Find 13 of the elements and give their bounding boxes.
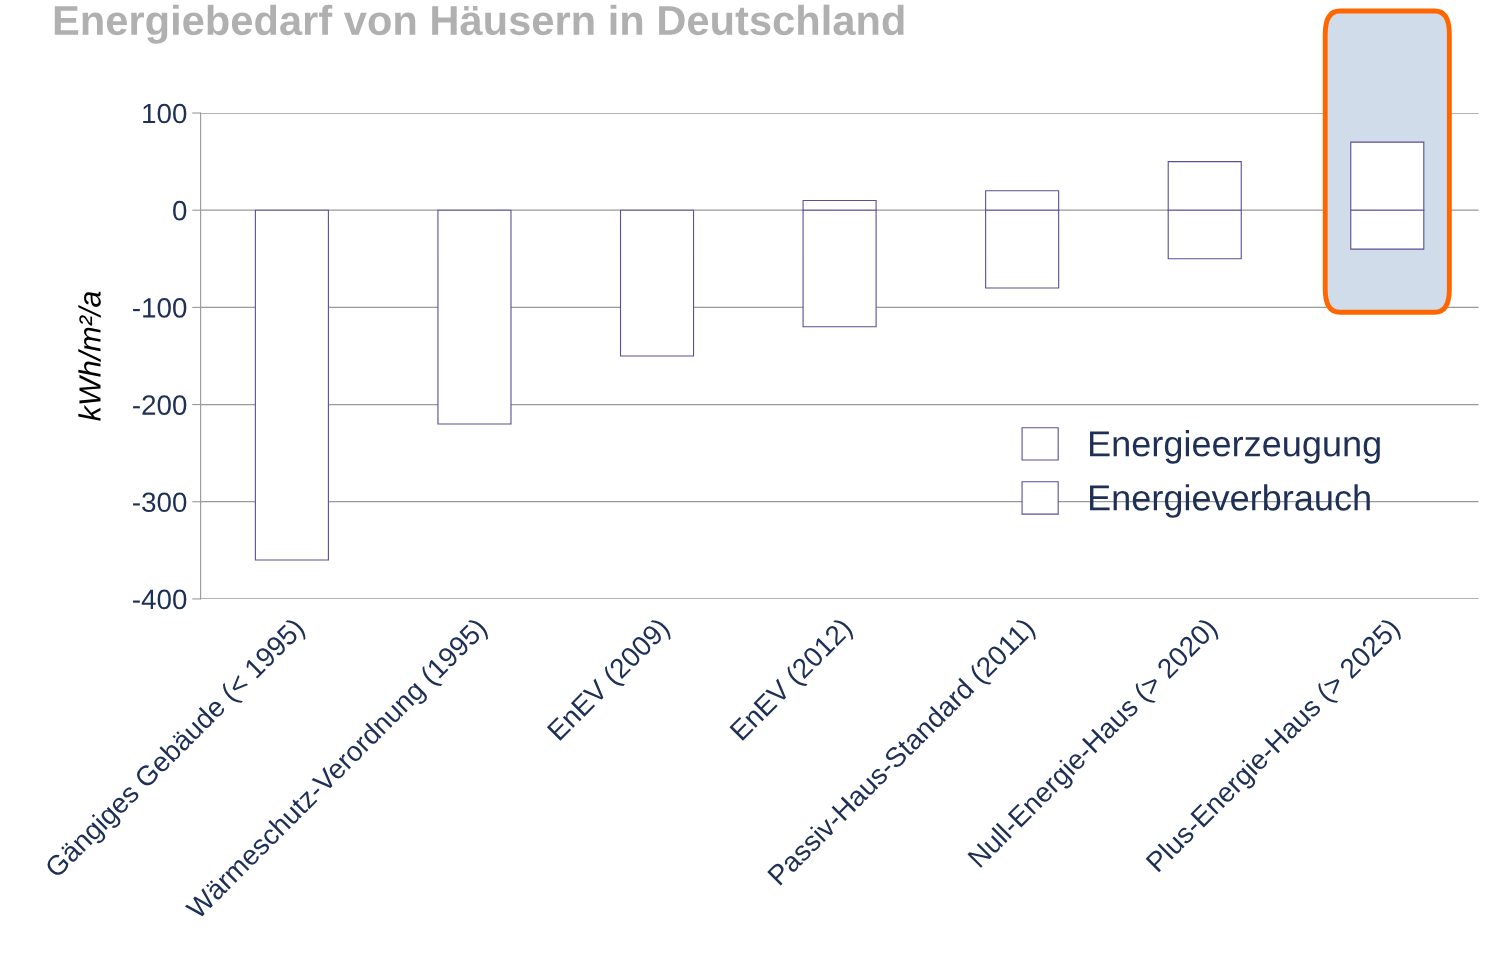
y-tick-label: 100 bbox=[143, 103, 187, 124]
y-tick-label: -100 bbox=[133, 298, 187, 318]
bar bbox=[619, 209, 695, 357]
y-tick-label: -200 bbox=[133, 395, 187, 415]
y-tick-label: -300 bbox=[133, 492, 187, 513]
legend-label: Energieerzeugung bbox=[1090, 430, 1380, 464]
bar bbox=[254, 209, 329, 561]
bar bbox=[437, 209, 512, 425]
chart-title: Energiebedarf von Häusern in Deutschland bbox=[54, 4, 904, 44]
y-tick-label: 0 bbox=[173, 200, 187, 221]
y-tick-label: -400 bbox=[133, 589, 187, 610]
y-axis-title: kWh/m²/a bbox=[78, 291, 101, 421]
legend-label: Energieverbrauch bbox=[1090, 484, 1370, 518]
